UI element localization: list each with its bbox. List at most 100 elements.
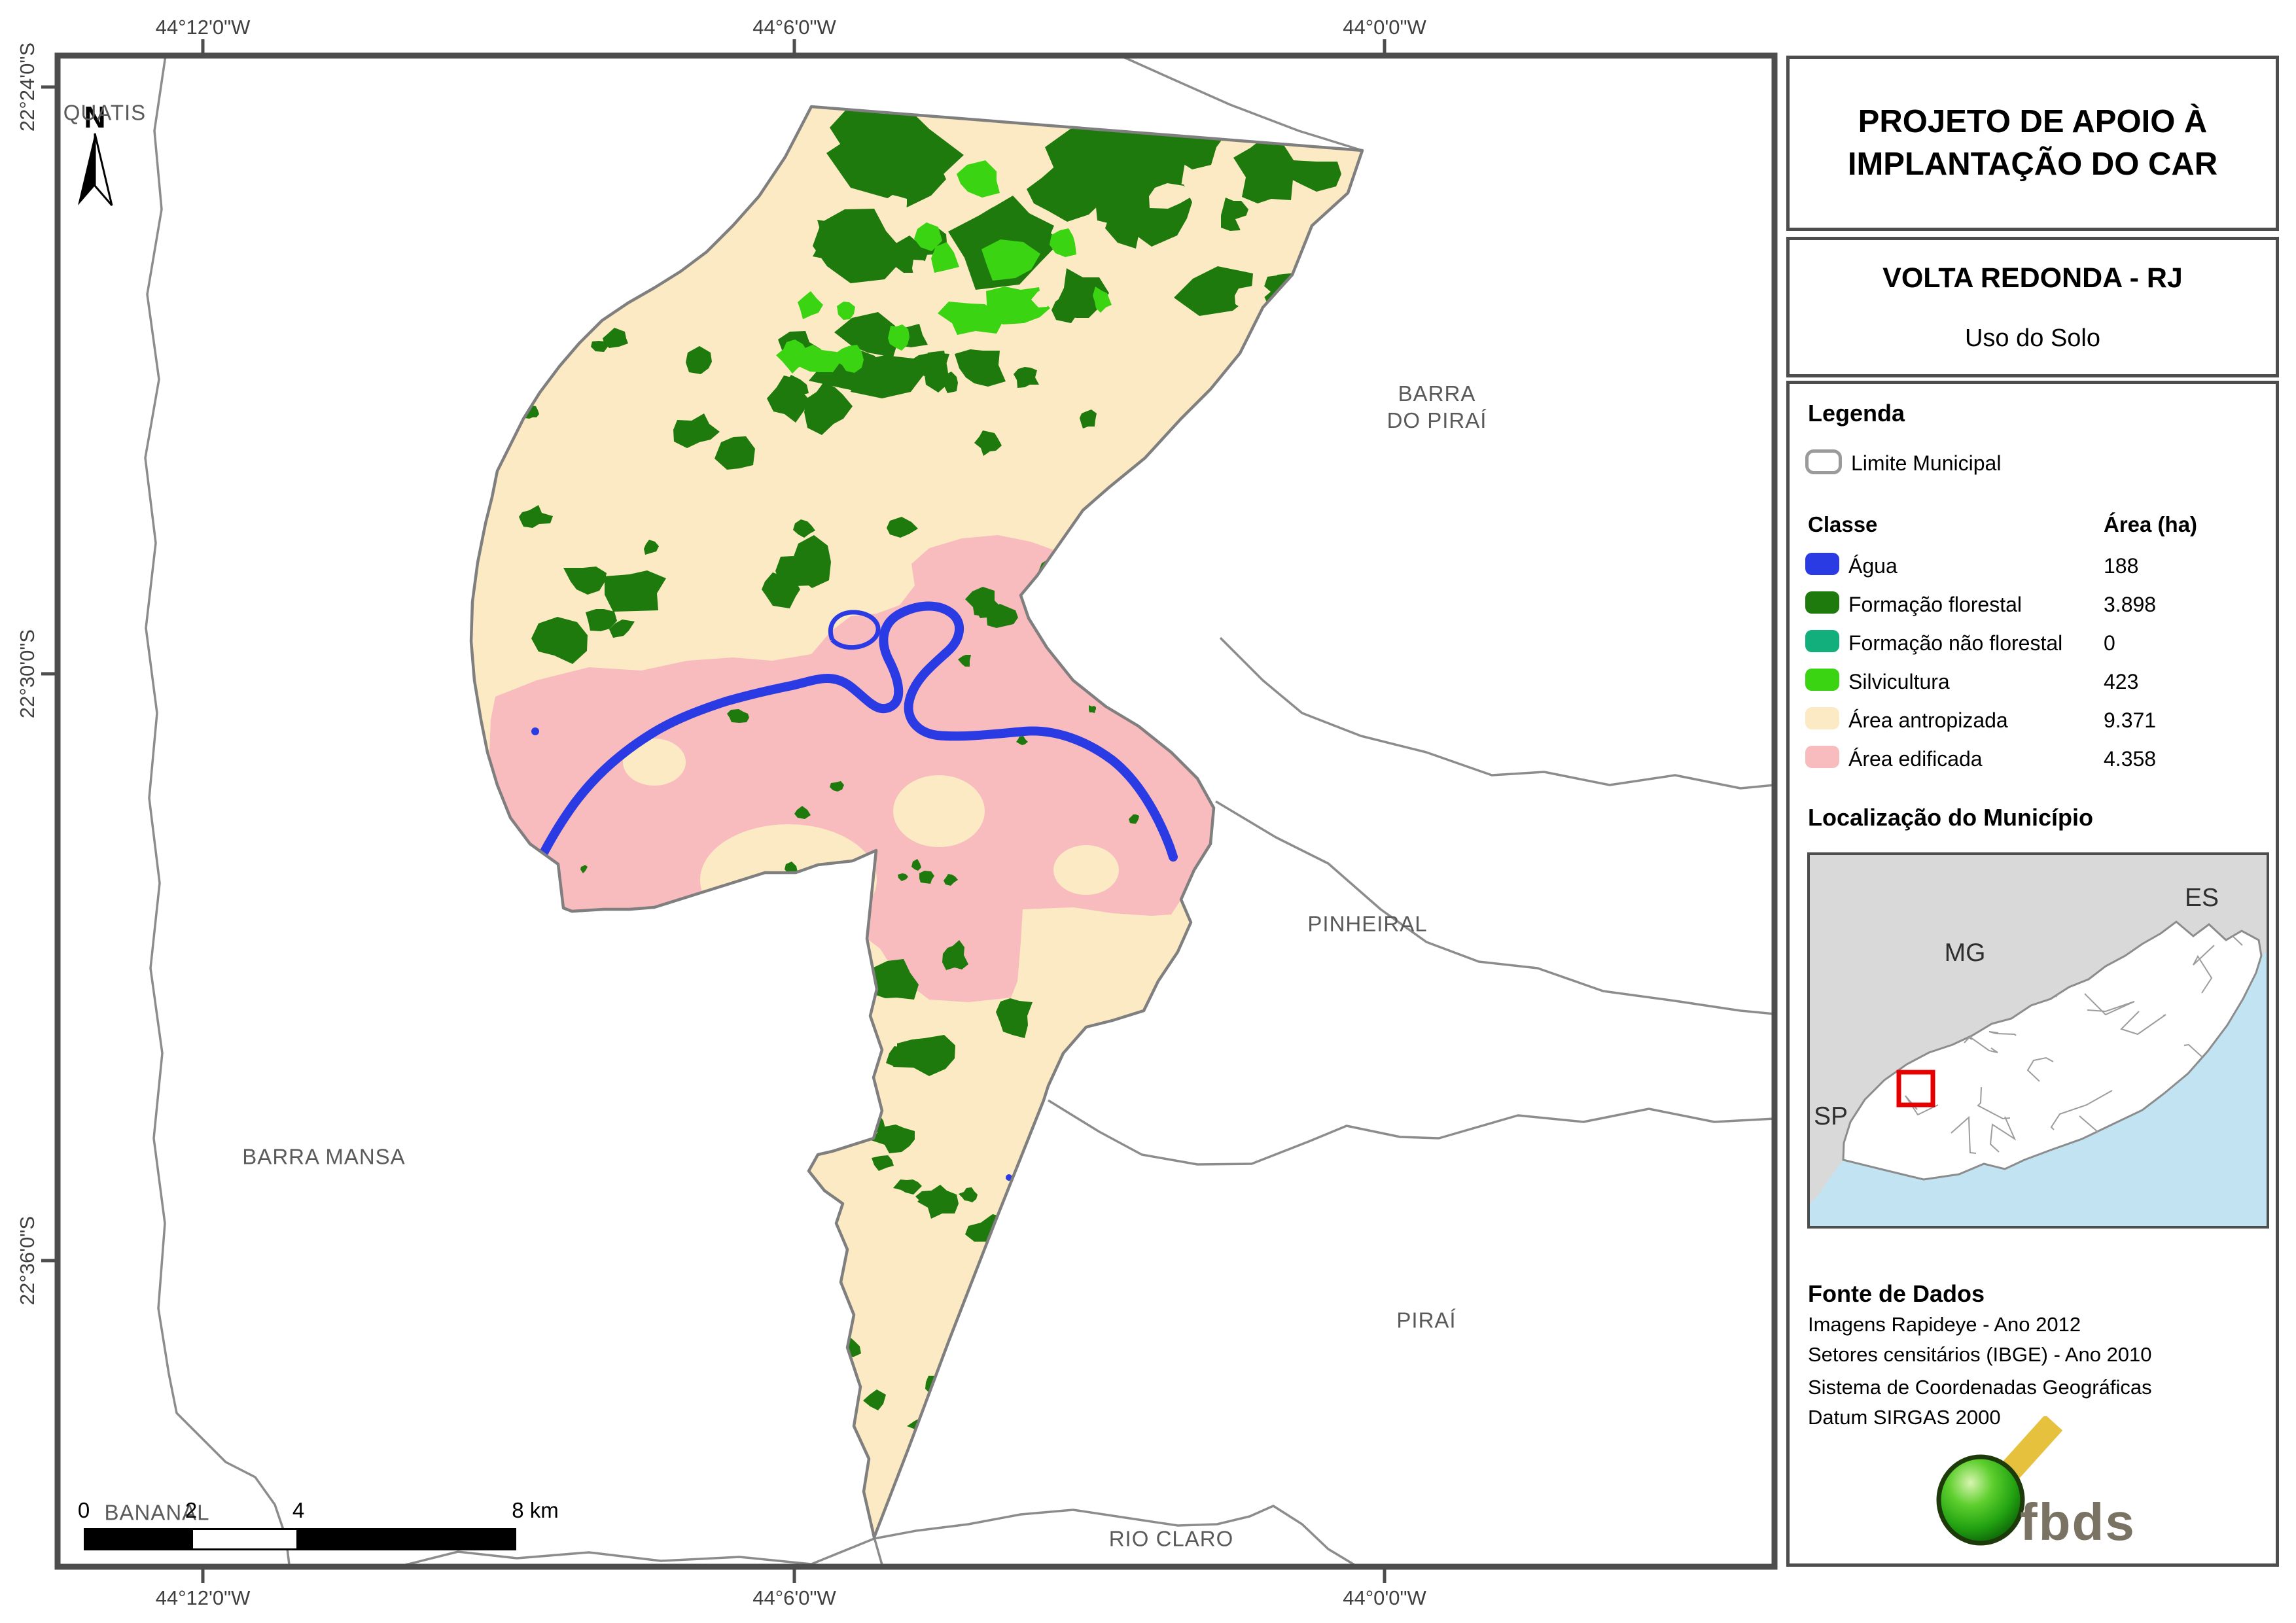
- map-type-subtitle: Uso do Solo: [1964, 324, 2100, 352]
- land-cover-patch: [974, 430, 1002, 456]
- land-cover-patch: [898, 873, 908, 881]
- land-cover-patch: [580, 865, 588, 873]
- legend-class-label: Área edificada: [1848, 747, 1983, 771]
- scale-bar-label: 0: [77, 1498, 90, 1522]
- river-oxbow: [828, 610, 881, 650]
- land-cover-patch: [531, 617, 588, 664]
- land-cover-patch: [1233, 136, 1294, 203]
- location-heading: Localização do Município: [1808, 804, 2094, 831]
- land-cover-patch: [836, 345, 864, 373]
- land-cover-patch: [1093, 287, 1112, 313]
- legend-swatch: [1805, 553, 1839, 575]
- land-cover-patch: [1080, 410, 1097, 428]
- inset-state-label: SP: [1813, 1102, 1848, 1130]
- data-source-heading: Fonte de Dados: [1808, 1280, 1985, 1307]
- neighbor-municipality-label: QUATIS: [63, 100, 147, 125]
- neighbor-boundaries: [144, 54, 1775, 1566]
- land-cover-patch: [1031, 288, 1053, 307]
- data-source-line: Imagens Rapideye - Ano 2012: [1808, 1313, 2081, 1336]
- fbds-logo-text: fbds: [2020, 1493, 2136, 1551]
- inset-rj-state: [1842, 920, 2263, 1181]
- legend-heading: Legenda: [1808, 400, 1905, 427]
- legend-swatch: [1805, 746, 1839, 768]
- land-cover-patch: [826, 107, 964, 200]
- land-cover-patch: [944, 372, 958, 393]
- scale-bar: [84, 1528, 516, 1550]
- municipality-title: VOLTA REDONDA - RJ: [1882, 262, 2183, 294]
- land-cover-patch: [1027, 164, 1104, 222]
- legend-swatch: [1805, 591, 1839, 614]
- legend-row: Formação não florestal 0: [1790, 630, 2276, 659]
- municipal-boundary-line: [1048, 1099, 1775, 1166]
- land-cover-patch: [1281, 160, 1341, 192]
- land-cover-patch: [944, 874, 958, 886]
- municipal-boundary-line: [1215, 800, 1775, 1015]
- land-cover-patch: [793, 519, 815, 538]
- info-box: Legenda Limite Municipal Classe Área (ha…: [1786, 381, 2279, 1567]
- land-cover-patch: [1174, 266, 1253, 316]
- land-cover-patch: [871, 1125, 915, 1153]
- land-cover-patch: [1050, 228, 1076, 257]
- land-cover-patch: [981, 239, 1040, 281]
- land-cover-patch: [1165, 580, 1204, 607]
- fbds-logo-icon: [1936, 1416, 2063, 1546]
- land-cover-patch: [893, 1179, 922, 1195]
- legend-swatch: [1805, 707, 1839, 729]
- data-source-line: Setores censitários (IBGE) - Ano 2010: [1808, 1343, 2152, 1366]
- inset-state-label: ES: [2184, 884, 2219, 912]
- legend-area-value: 423: [2104, 670, 2139, 693]
- land-cover-patch: [885, 195, 907, 210]
- land-cover-patch: [942, 940, 968, 970]
- legend-area-value: 0: [2104, 631, 2115, 655]
- legend-row: Formação florestal 3.898: [1790, 591, 2276, 620]
- land-cover-patch: [872, 1155, 894, 1171]
- municipal-boundary-line: [405, 1505, 1355, 1566]
- land-cover-patch: [851, 355, 923, 398]
- land-cover-patch: [778, 375, 809, 398]
- land-cover-patch: [807, 1030, 845, 1060]
- land-cover-patch: [798, 291, 823, 319]
- data-source-line: Datum SIRGAS 2000: [1808, 1406, 2001, 1429]
- land-cover-patch: [912, 260, 932, 280]
- land-cover-patch: [813, 218, 882, 262]
- land-cover-patch: [893, 1035, 955, 1076]
- land-cover-patch: [913, 1495, 945, 1513]
- latitude-tick-label: 22°24'0"S: [16, 42, 39, 132]
- land-cover-patch: [965, 587, 1002, 616]
- longitude-tick-label: 44°6'0"W: [752, 16, 836, 39]
- scale-segment: [298, 1530, 514, 1548]
- land-cover-patch: [931, 242, 959, 273]
- north-arrow-icon: [78, 133, 113, 206]
- land-cover-patch: [834, 312, 898, 357]
- inset-ocean: [1807, 949, 2269, 1229]
- land-cover-patch: [1089, 705, 1096, 713]
- legend-swatch: [1805, 630, 1839, 652]
- longitude-tick-label: 44°0'0"W: [1343, 1586, 1426, 1609]
- land-cover-patch: [794, 806, 811, 819]
- land-cover-patch: [1129, 814, 1139, 824]
- land-cover-patch: [919, 871, 934, 884]
- land-cover-patch: [1016, 736, 1028, 745]
- longitude-tick-label: 44°6'0"W: [752, 1586, 836, 1609]
- project-title-line1: PROJETO DE APOIO À: [1858, 104, 2208, 140]
- map-frame: [54, 52, 1778, 1570]
- land-cover-patch: [837, 302, 855, 320]
- neighbor-municipality-label: BANANAL: [104, 1500, 210, 1525]
- land-cover-patch: [887, 517, 918, 538]
- longitude-tick-label: 44°12'0"W: [155, 16, 251, 39]
- title-box: PROJETO DE APOIO À IMPLANTAÇÃO DO CAR: [1786, 56, 2279, 231]
- land-cover-patch: [1130, 534, 1154, 553]
- land-cover-patch: [888, 324, 910, 351]
- legend-row: Área antropizada 9.371: [1790, 707, 2276, 736]
- land-cover-patch: [1130, 254, 1175, 285]
- land-cover-patch: [1014, 367, 1039, 388]
- land-cover-patch: [727, 709, 749, 723]
- land-cover-patch: [830, 781, 844, 792]
- legend-class-label: Área antropizada: [1848, 708, 2008, 732]
- legend-area-value: 3.898: [2104, 593, 2157, 616]
- graticule-ticks: [41, 39, 1386, 1583]
- municipal-boundary-line: [1120, 54, 1363, 152]
- latitude-tick-label: 22°30'0"S: [16, 629, 39, 719]
